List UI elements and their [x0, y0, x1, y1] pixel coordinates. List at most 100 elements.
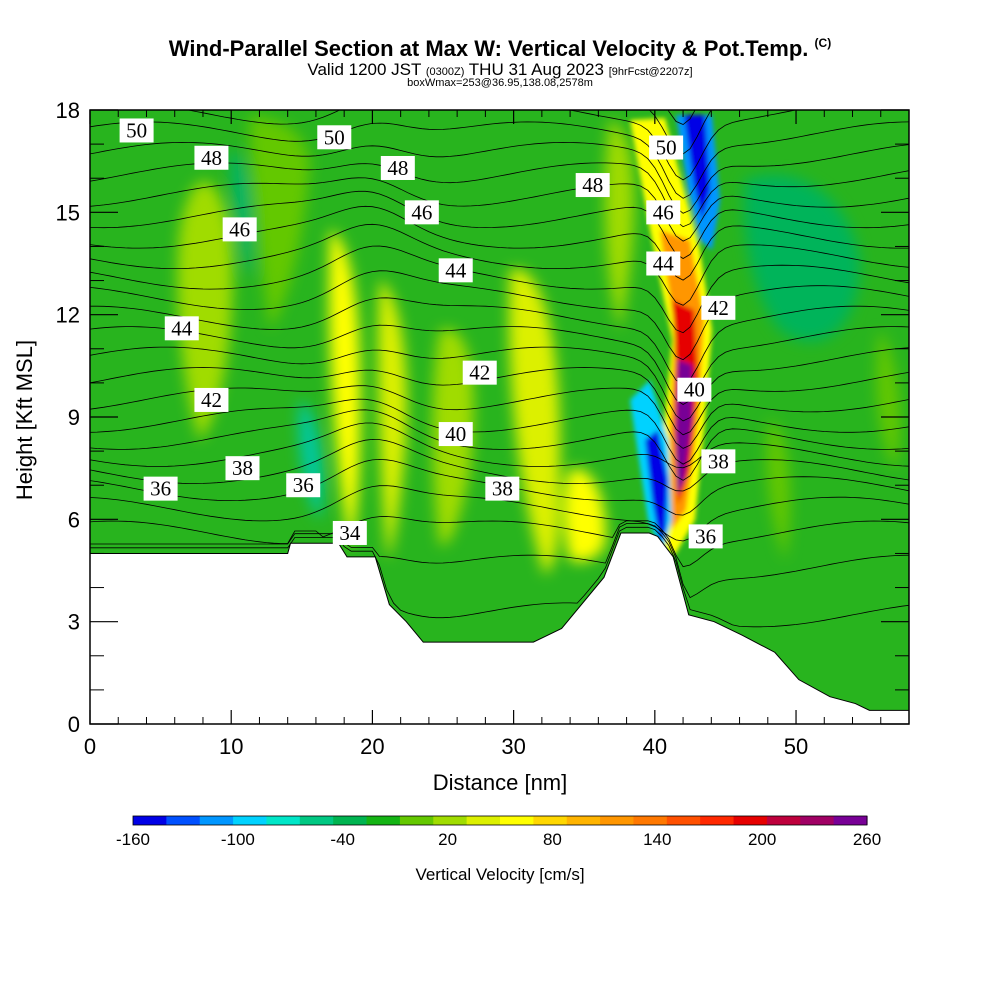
theta-label-background	[438, 258, 473, 283]
theta-label-background	[575, 173, 610, 198]
colorbar-swatch	[700, 816, 735, 825]
theta-contour-label: 38	[701, 449, 736, 474]
chart-subtitle: Valid 1200 JST (0300Z) THU 31 Aug 2023 […	[307, 60, 693, 79]
theta-contour-label: 36	[143, 476, 178, 501]
colorbar-swatch	[566, 816, 601, 825]
theta-label-text: 36	[293, 473, 314, 497]
theta-label-background	[286, 473, 321, 498]
theta-label-background	[701, 449, 736, 474]
theta-contour-line	[90, 523, 909, 599]
theta-label-text: 38	[708, 449, 729, 473]
theta-label-text: 50	[126, 118, 147, 142]
theta-contour-line	[90, 141, 909, 214]
theta-contour-label: 36	[688, 524, 723, 549]
updraft-core-1	[329, 230, 361, 550]
y-tick-label: 3	[68, 610, 80, 635]
theta-label-text: 40	[684, 378, 705, 402]
x-axis-title: Distance [nm]	[433, 770, 568, 795]
x-tick-label: 30	[501, 734, 525, 759]
colorbar-title: Vertical Velocity [cm/s]	[415, 865, 584, 884]
theta-contour-line	[90, 121, 909, 199]
theta-label-text: 40	[445, 422, 466, 446]
theta-label-text: 38	[232, 456, 253, 480]
colorbar-swatch	[833, 816, 868, 825]
y-tick-label: 0	[68, 712, 80, 737]
colorbar-swatch	[500, 816, 534, 825]
colorbar-swatch	[433, 816, 468, 825]
theta-label-background	[143, 476, 178, 501]
colorbar-swatch	[533, 816, 568, 825]
theta-contour-label: 50	[317, 125, 352, 150]
chart-subtitle-box: boxWmax=253@36.95,138.08,2578m	[407, 77, 593, 89]
theta-label-text: 48	[201, 146, 222, 170]
updraft-band-5	[509, 269, 560, 575]
colorbar-swatch	[800, 816, 835, 825]
theta-label-background	[317, 125, 352, 150]
theta-contour-label: 42	[194, 387, 229, 412]
theta-contour-line	[90, 223, 909, 306]
colorbar-tick-label: 260	[853, 830, 881, 849]
theta-label-background	[438, 422, 473, 447]
y-tick-label: 18	[56, 98, 80, 123]
theta-contour-line	[90, 297, 909, 385]
theta-label-text: 46	[411, 200, 432, 224]
theta-label-background	[164, 316, 199, 341]
x-tick-label: 40	[643, 734, 667, 759]
theta-contour-label: 42	[462, 360, 497, 385]
theta-contour-label: 42	[701, 295, 736, 320]
theta-contour-line	[90, 367, 909, 436]
theta-contour-label: 50	[119, 118, 154, 143]
theta-label-text: 42	[708, 296, 729, 320]
theta-label-text: 36	[695, 524, 716, 548]
colorbar: -160 -100 -40 20 80 140 200 260	[116, 815, 881, 849]
theta-label-text: 42	[201, 388, 222, 412]
updraft-band-1	[177, 181, 233, 440]
colorbar-swatch	[466, 816, 501, 825]
theta-label-background	[485, 476, 520, 501]
theta-contour-label: 36	[286, 473, 321, 498]
theta-contour-line	[90, 516, 909, 568]
theta-contour-label: 44	[646, 251, 681, 276]
theta-label-background	[646, 251, 681, 276]
colorbar-swatch	[299, 816, 334, 825]
theta-label-background	[225, 456, 260, 481]
colorbar-swatch	[600, 816, 635, 825]
theta-contour-label: 40	[438, 422, 473, 447]
theta-label-text: 48	[582, 173, 603, 197]
theta-label-text: 44	[171, 316, 193, 340]
theta-contour-line	[90, 245, 909, 334]
colorbar-swatch	[733, 816, 768, 825]
theta-label-text: 38	[492, 477, 513, 501]
theta-label-text: 44	[653, 252, 675, 276]
colorbar-frame	[132, 815, 868, 826]
theta-label-background	[194, 145, 229, 170]
theta-label-background	[332, 520, 367, 545]
terrain	[90, 532, 909, 724]
theta-label-background	[646, 200, 681, 225]
theta-label-background	[404, 200, 439, 225]
colorbar-swatch	[133, 816, 167, 825]
theta-label-background	[380, 155, 415, 180]
updraft-band-6	[604, 120, 634, 330]
theta-label-background	[462, 360, 497, 385]
theta-contour-line	[90, 324, 909, 405]
theta-contour-label: 48	[575, 173, 610, 198]
theta-contour-line	[90, 270, 909, 361]
theta-contour-label: 40	[677, 377, 712, 402]
updraft-band-2	[250, 115, 310, 330]
theta-label-text: 50	[656, 136, 677, 160]
x-tick-label: 50	[784, 734, 808, 759]
x-tick-label: 0	[84, 734, 96, 759]
theta-label-text: 46	[653, 200, 674, 224]
colorbar-swatch	[766, 816, 801, 825]
theta-label-background	[688, 524, 723, 549]
colorbar-tick-label: 20	[438, 830, 457, 849]
theta-contour-line	[90, 190, 909, 259]
theta-contour-line	[90, 398, 909, 465]
theta-label-text: 36	[150, 477, 171, 501]
theta-contour-line	[90, 177, 909, 242]
theta-contour-label: 46	[646, 200, 681, 225]
colorbar-swatch	[366, 816, 401, 825]
theta-contour-line	[90, 409, 909, 481]
